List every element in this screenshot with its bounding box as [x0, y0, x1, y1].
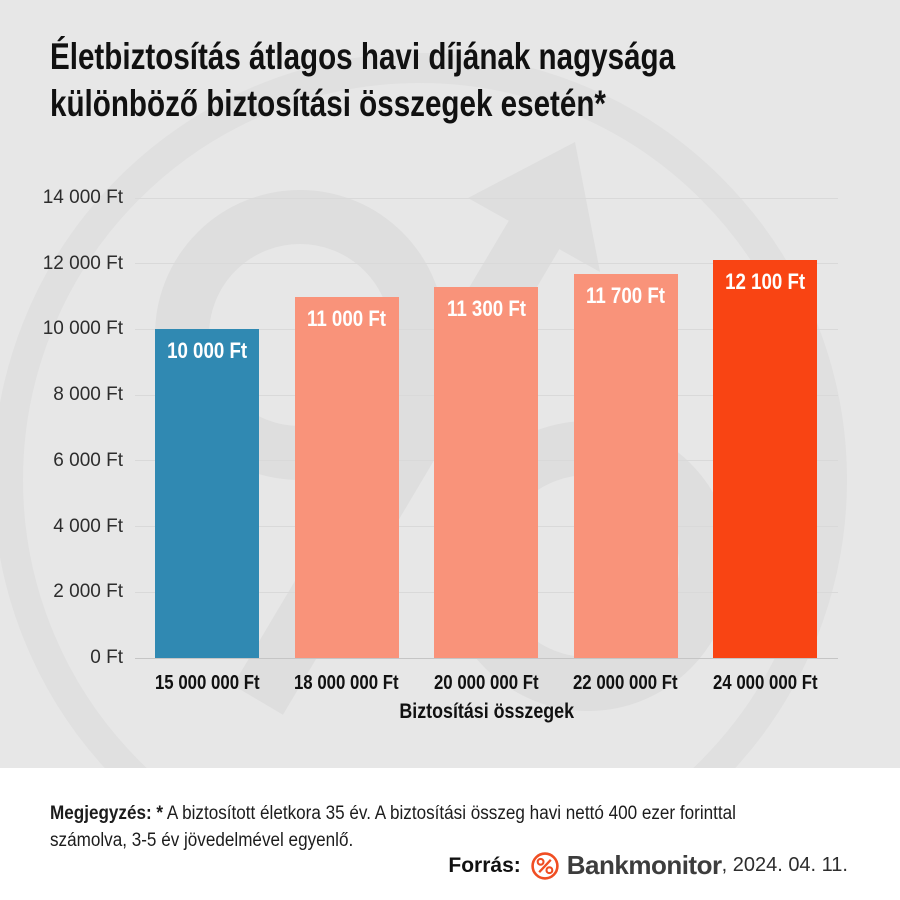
x-tick-label: 20 000 000 Ft [433, 672, 539, 694]
source-label: Forrás: [448, 853, 521, 877]
x-axis-line [135, 657, 838, 659]
footnote-label: Megjegyzés: * [50, 803, 164, 824]
source-brand: Bankmonitor [566, 850, 722, 880]
x-tick-label: 22 000 000 Ft [573, 672, 678, 694]
y-tick-label: 2 000 Ft [53, 581, 123, 603]
y-tick-label: 10 000 Ft [42, 318, 123, 340]
bar-value-label: 11 300 Ft [446, 295, 526, 321]
footnote: Megjegyzés: * A biztosított életkora 35 … [50, 801, 736, 854]
bar-value-label: 11 700 Ft [585, 282, 665, 308]
bar-value-label: 12 100 Ft [724, 269, 806, 295]
x-tick-label: 15 000 000 Ft [154, 672, 260, 694]
gridline [135, 197, 838, 199]
x-axis-title: Biztosítási összegek [399, 700, 575, 723]
bar: 10 000 Ft [155, 329, 259, 658]
x-tick-label: 24 000 000 Ft [712, 672, 818, 694]
y-tick-label: 0 Ft [90, 647, 123, 668]
footnote-line1: A biztosított életkora 35 év. A biztosít… [163, 803, 736, 824]
chart-panel: Életbiztosítás átlagos havi díjának nagy… [0, 0, 900, 768]
bar-value-label: 11 000 Ft [306, 305, 386, 331]
footer: Megjegyzés: * A biztosított életkora 35 … [0, 768, 900, 900]
source-row: Forrás: Bankmonitor , 2024. 04. 11. [448, 850, 848, 881]
bar: 11 000 Ft [294, 296, 399, 658]
page-title-line1: Életbiztosítás átlagos havi díjának nagy… [50, 36, 676, 77]
y-tick-label: 6 000 Ft [53, 449, 123, 471]
source-date: , 2024. 04. 11. [721, 854, 848, 876]
y-tick-label: 14 000 Ft [42, 187, 123, 208]
bankmonitor-logo-icon [531, 851, 559, 880]
bar: 11 700 Ft [573, 273, 678, 658]
bar-value-label: 10 000 Ft [166, 338, 248, 364]
page-title: Életbiztosítás átlagos havi díjának nagy… [50, 34, 831, 127]
x-tick-label: 18 000 000 Ft [294, 672, 399, 694]
footnote-line2: számolva, 3-5 év jövedelmével egyenlő. [50, 829, 354, 851]
y-tick-label: 4 000 Ft [53, 515, 123, 537]
y-tick-label: 8 000 Ft [53, 384, 123, 406]
y-tick-label: 12 000 Ft [42, 252, 123, 274]
page-title-line2: különböző biztosítási összegek esetén* [50, 82, 606, 124]
gridline [135, 263, 838, 265]
bar: 12 100 Ft [713, 260, 817, 658]
bar: 11 300 Ft [434, 286, 538, 658]
